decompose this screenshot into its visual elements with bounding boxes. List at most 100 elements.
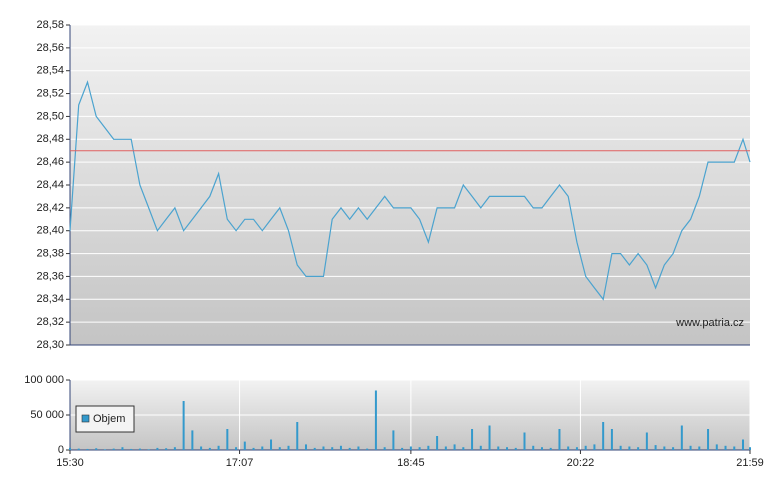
volume-bar — [77, 448, 80, 450]
y-tick-label: 28,40 — [36, 225, 64, 237]
y-tick-label: 28,52 — [36, 87, 64, 99]
volume-bar — [69, 447, 71, 450]
volume-bar — [558, 429, 561, 450]
x-tick-label: 18:45 — [397, 457, 425, 469]
volume-bar — [645, 432, 648, 450]
volume-bar — [147, 449, 150, 450]
volume-bar — [287, 445, 290, 450]
y-tick-label: 28,50 — [36, 110, 64, 122]
volume-bar — [663, 446, 666, 450]
x-tick-label: 20:22 — [567, 457, 595, 469]
volume-bar — [138, 448, 141, 450]
volume-bar — [304, 444, 307, 450]
volume-bar — [540, 447, 543, 450]
volume-bar — [191, 430, 194, 450]
volume-bar — [602, 422, 605, 450]
y-tick-label: 28,56 — [36, 42, 64, 54]
y-tick-label: 28,44 — [36, 179, 64, 191]
volume-bar — [296, 422, 299, 450]
volume-bar — [339, 445, 342, 450]
legend-swatch — [81, 414, 90, 423]
volume-bar — [409, 446, 412, 450]
volume-bar — [514, 447, 517, 450]
volume-bar — [715, 444, 718, 450]
volume-bar — [749, 447, 751, 450]
volume-bar — [200, 446, 203, 450]
y-tick-label: 28,34 — [36, 293, 64, 305]
volume-bar — [680, 425, 683, 450]
volume-bar — [497, 446, 500, 450]
volume-bar — [208, 447, 211, 450]
volume-bar — [357, 446, 360, 450]
volume-bar — [593, 444, 596, 450]
volume-bar — [165, 448, 168, 450]
volume-bar — [549, 447, 552, 450]
y-tick-label: 0 — [58, 444, 64, 456]
volume-bar — [584, 445, 587, 450]
volume-bar — [270, 439, 273, 450]
volume-bar — [217, 445, 220, 450]
volume-bar — [689, 445, 692, 450]
volume-bar — [103, 449, 106, 450]
volume-bar — [575, 447, 578, 450]
volume-bar — [366, 448, 369, 450]
volume-bar — [488, 425, 491, 450]
y-tick-label: 28,42 — [36, 202, 64, 214]
legend-label: Objem — [93, 413, 125, 425]
volume-bar — [462, 447, 465, 450]
x-tick-label: 21:59 — [736, 457, 764, 469]
x-tick-label: 15:30 — [56, 457, 84, 469]
x-tick-label: 17:07 — [226, 457, 254, 469]
y-tick-label: 28,32 — [36, 316, 64, 328]
volume-bar — [235, 447, 238, 450]
y-tick-label: 100 000 — [24, 374, 64, 386]
volume-bar — [654, 445, 657, 450]
volume-bar — [383, 447, 386, 450]
watermark: www.patria.cz — [675, 317, 744, 329]
volume-bar — [567, 446, 570, 450]
volume-bar — [86, 448, 89, 450]
volume-bar — [392, 430, 395, 450]
volume-bar — [331, 447, 334, 450]
volume-bar — [479, 445, 482, 450]
y-tick-label: 28,30 — [36, 339, 64, 351]
y-tick-label: 28,46 — [36, 156, 64, 168]
volume-bar — [252, 447, 255, 450]
volume-bar — [348, 447, 351, 450]
volume-bar — [471, 429, 474, 450]
volume-bar — [628, 446, 631, 450]
volume-bar — [453, 444, 456, 450]
volume-bar — [707, 429, 710, 450]
volume-bar — [418, 447, 421, 450]
volume-bar — [724, 445, 727, 450]
volume-bar — [506, 447, 509, 450]
volume-bar — [322, 446, 325, 450]
volume-bar — [427, 445, 430, 450]
volume-bar — [532, 445, 535, 450]
volume-bar — [182, 401, 185, 450]
volume-bar — [243, 441, 246, 450]
y-tick-label: 50 000 — [30, 409, 64, 421]
y-tick-label: 28,38 — [36, 247, 64, 259]
volume-bar — [374, 390, 377, 450]
volume-bar — [523, 432, 526, 450]
volume-bar — [95, 448, 98, 450]
volume-bar — [278, 447, 281, 450]
volume-bar — [156, 447, 159, 450]
volume-bar — [444, 446, 447, 450]
volume-bar — [619, 445, 622, 450]
volume-bar — [173, 447, 176, 450]
y-tick-label: 28,36 — [36, 270, 64, 282]
volume-bar — [436, 436, 439, 450]
y-tick-label: 28,58 — [36, 19, 64, 31]
volume-bar — [261, 446, 264, 450]
volume-bar — [672, 447, 675, 450]
volume-bar — [121, 447, 124, 450]
volume-bar — [313, 447, 316, 450]
volume-bar — [637, 447, 640, 450]
y-tick-label: 28,48 — [36, 133, 64, 145]
volume-bar — [130, 448, 133, 450]
volume-bar — [733, 446, 736, 450]
